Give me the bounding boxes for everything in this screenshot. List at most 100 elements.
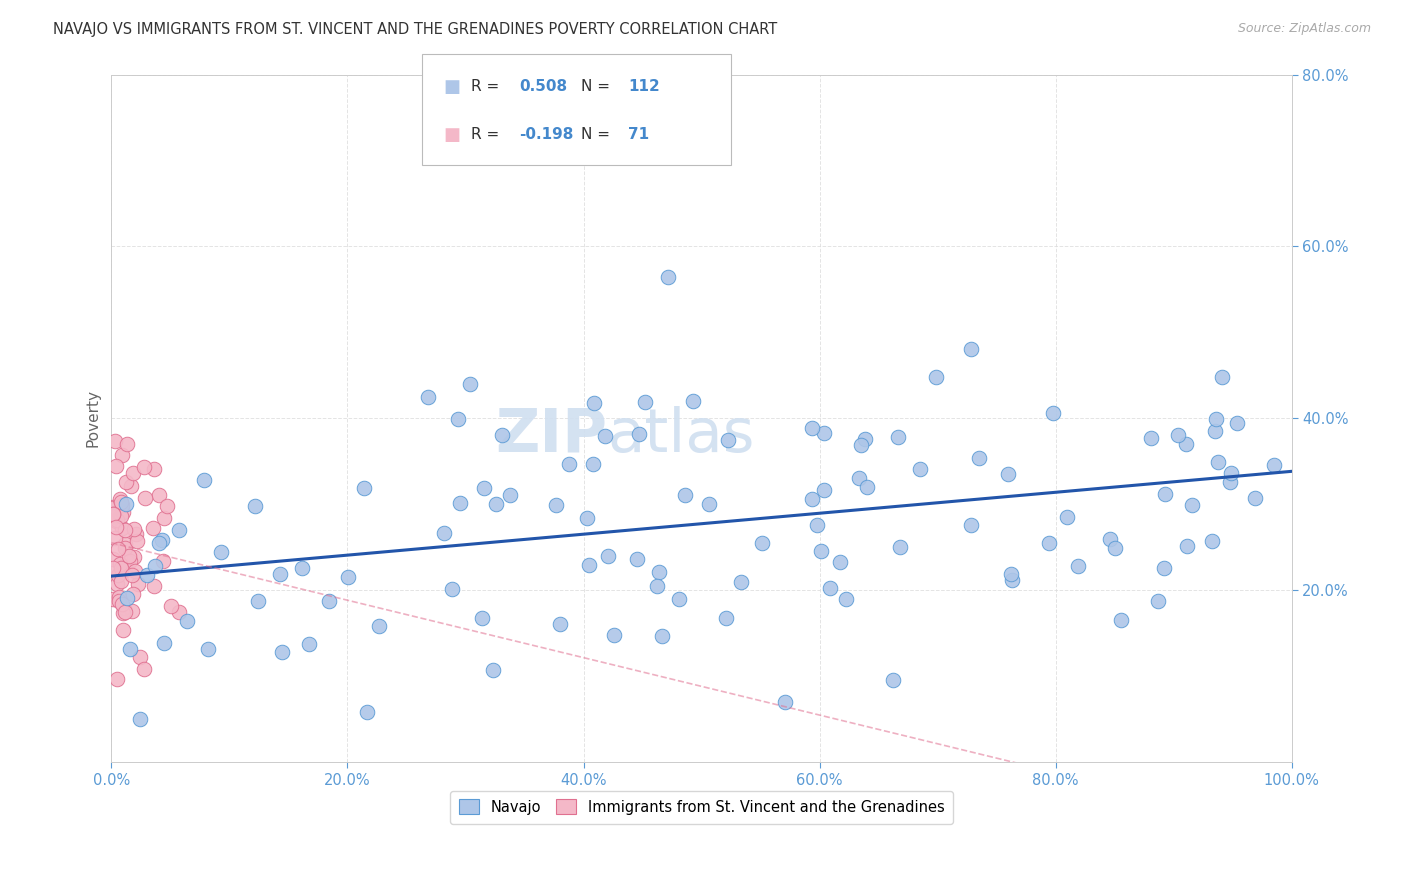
Point [1147,594,1170,608]
Point [582,395,605,409]
Point [810,543,832,558]
Point [1038,536,1060,550]
Point [1219,467,1241,481]
Point [499,487,522,501]
Point [634,394,657,409]
Point [673,488,696,502]
Point [651,629,673,643]
Point [115,591,138,606]
Point [114,537,136,551]
Point [856,480,879,494]
Point [967,451,990,466]
Point [645,579,668,593]
Point [668,591,690,606]
Point [271,645,294,659]
Point [145,558,167,573]
Point [129,712,152,726]
Point [1066,559,1088,574]
Point [1001,574,1024,588]
Text: -0.198: -0.198 [519,128,574,143]
Text: NAVAJO VS IMMIGRANTS FROM ST. VINCENT AND THE GRENADINES POVERTY CORRELATION CHA: NAVAJO VS IMMIGRANTS FROM ST. VINCENT AN… [53,22,778,37]
Point [849,438,872,452]
Point [111,521,134,535]
Point [114,605,136,619]
Point [132,459,155,474]
Point [111,597,134,611]
Text: 71: 71 [628,128,650,143]
Point [730,574,752,589]
Point [887,429,910,443]
Point [101,507,124,521]
Point [121,604,143,618]
Point [491,428,513,442]
Point [107,567,129,582]
Point [481,664,503,678]
Point [121,467,143,481]
Point [104,514,127,528]
Point [108,492,131,507]
Point [101,561,124,575]
Point [908,462,931,476]
Point [449,496,471,510]
Point [111,448,134,462]
Point [129,649,152,664]
Point [159,599,181,614]
Point [1153,561,1175,575]
Point [121,567,143,582]
Point [800,421,823,435]
Point [153,510,176,524]
Point [105,458,128,473]
Point [112,606,135,620]
Point [813,483,835,498]
Point [114,541,136,555]
Point [193,473,215,487]
Point [471,611,494,625]
Point [1140,431,1163,445]
Point [114,563,136,577]
Text: atlas: atlas [607,406,755,465]
Text: Source: ZipAtlas.com: Source: ZipAtlas.com [1237,22,1371,36]
Point [148,536,170,550]
Point [1109,613,1132,627]
Point [103,508,125,523]
Point [578,558,600,572]
Point [367,619,389,633]
Point [1206,455,1229,469]
Text: ■: ■ [443,78,460,95]
Text: 112: 112 [628,79,661,95]
Point [1201,533,1223,548]
Point [485,497,508,511]
Point [115,475,138,490]
Point [558,457,581,471]
Point [582,457,605,471]
Point [290,560,312,574]
Point [246,593,269,607]
Point [575,511,598,525]
Point [155,499,177,513]
Point [1000,567,1022,582]
Point [889,541,911,555]
Point [925,370,948,384]
Point [142,521,165,535]
Point [117,436,139,450]
Point [111,498,134,512]
Point [801,491,824,506]
Point [153,636,176,650]
Point [818,581,841,595]
Point [834,592,856,607]
Point [111,505,134,519]
Point [114,497,136,511]
Point [806,518,828,533]
Point [110,574,132,588]
Point [101,507,124,521]
Point [125,526,148,541]
Point [111,624,134,638]
Point [714,611,737,625]
Point [997,467,1019,481]
Point [1167,427,1189,442]
Point [112,601,135,615]
Point [110,508,132,523]
Point [1042,406,1064,420]
Point [117,554,139,568]
Point [440,582,463,596]
